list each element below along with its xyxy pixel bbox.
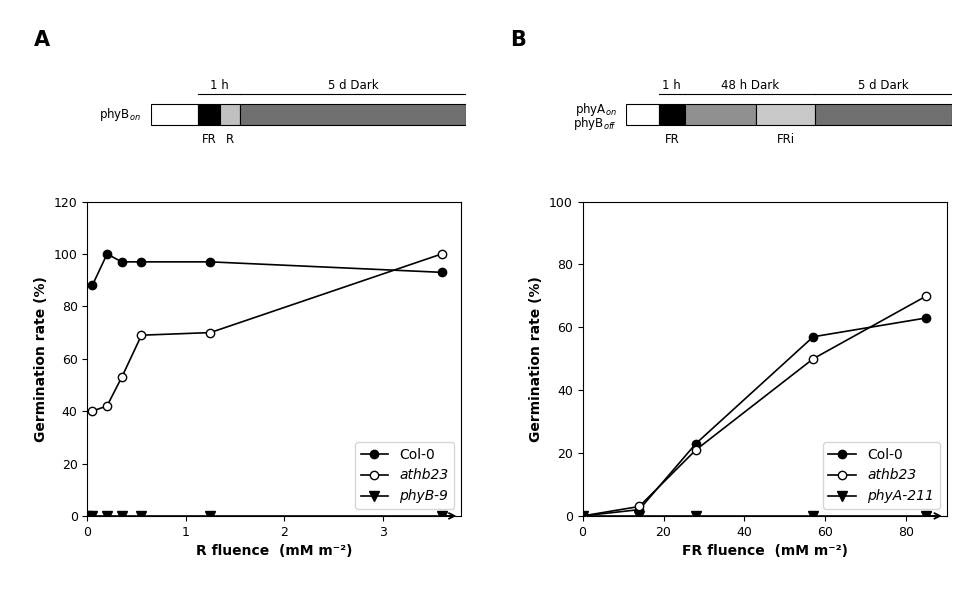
Bar <box>151 104 198 125</box>
Y-axis label: Germination rate (%): Germination rate (%) <box>34 276 49 442</box>
Text: phyA$_{on}$: phyA$_{on}$ <box>575 101 617 118</box>
Bar <box>756 104 815 125</box>
Bar <box>626 104 659 125</box>
Text: FR: FR <box>664 133 679 146</box>
Bar <box>241 104 466 125</box>
Text: A: A <box>34 30 50 50</box>
Text: phyB$_{on}$: phyB$_{on}$ <box>99 106 141 123</box>
Legend: Col-0, athb23, phyA-211: Col-0, athb23, phyA-211 <box>822 442 940 509</box>
Text: phyB$_{off}$: phyB$_{off}$ <box>573 114 617 132</box>
Bar <box>220 104 241 125</box>
Bar <box>198 104 220 125</box>
Text: FR: FR <box>202 133 217 146</box>
Bar <box>685 104 756 125</box>
Bar <box>815 104 952 125</box>
Text: 1 h: 1 h <box>210 79 228 93</box>
Legend: Col-0, athb23, phyB-9: Col-0, athb23, phyB-9 <box>355 442 454 509</box>
Text: FRi: FRi <box>777 133 794 146</box>
Text: 5 d Dark: 5 d Dark <box>858 79 909 93</box>
X-axis label: R fluence  (mM m⁻²): R fluence (mM m⁻²) <box>196 544 352 558</box>
Y-axis label: Germination rate (%): Germination rate (%) <box>529 276 544 442</box>
Bar <box>659 104 685 125</box>
X-axis label: FR fluence  (mM m⁻²): FR fluence (mM m⁻²) <box>682 544 848 558</box>
Text: 5 d Dark: 5 d Dark <box>328 79 379 93</box>
Text: R: R <box>226 133 234 146</box>
Text: B: B <box>510 30 525 50</box>
Text: 1 h: 1 h <box>662 79 682 93</box>
Text: 48 h Dark: 48 h Dark <box>720 79 779 93</box>
